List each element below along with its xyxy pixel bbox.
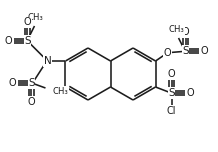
Text: O: O [168,69,175,79]
Text: O: O [182,27,189,37]
Text: S: S [28,78,35,88]
Text: Cl: Cl [167,106,176,116]
Text: S: S [182,46,189,56]
Text: S: S [168,88,175,98]
Text: N: N [44,56,51,66]
Text: O: O [9,78,16,88]
Text: CH₃: CH₃ [169,26,184,35]
Text: O: O [24,17,31,27]
Text: CH₃: CH₃ [53,86,68,95]
Text: O: O [5,36,12,46]
Text: O: O [164,48,171,58]
Text: CH₃: CH₃ [28,14,43,22]
Text: O: O [201,46,208,56]
Text: S: S [24,36,31,46]
Text: O: O [28,97,35,107]
Text: O: O [187,88,194,98]
